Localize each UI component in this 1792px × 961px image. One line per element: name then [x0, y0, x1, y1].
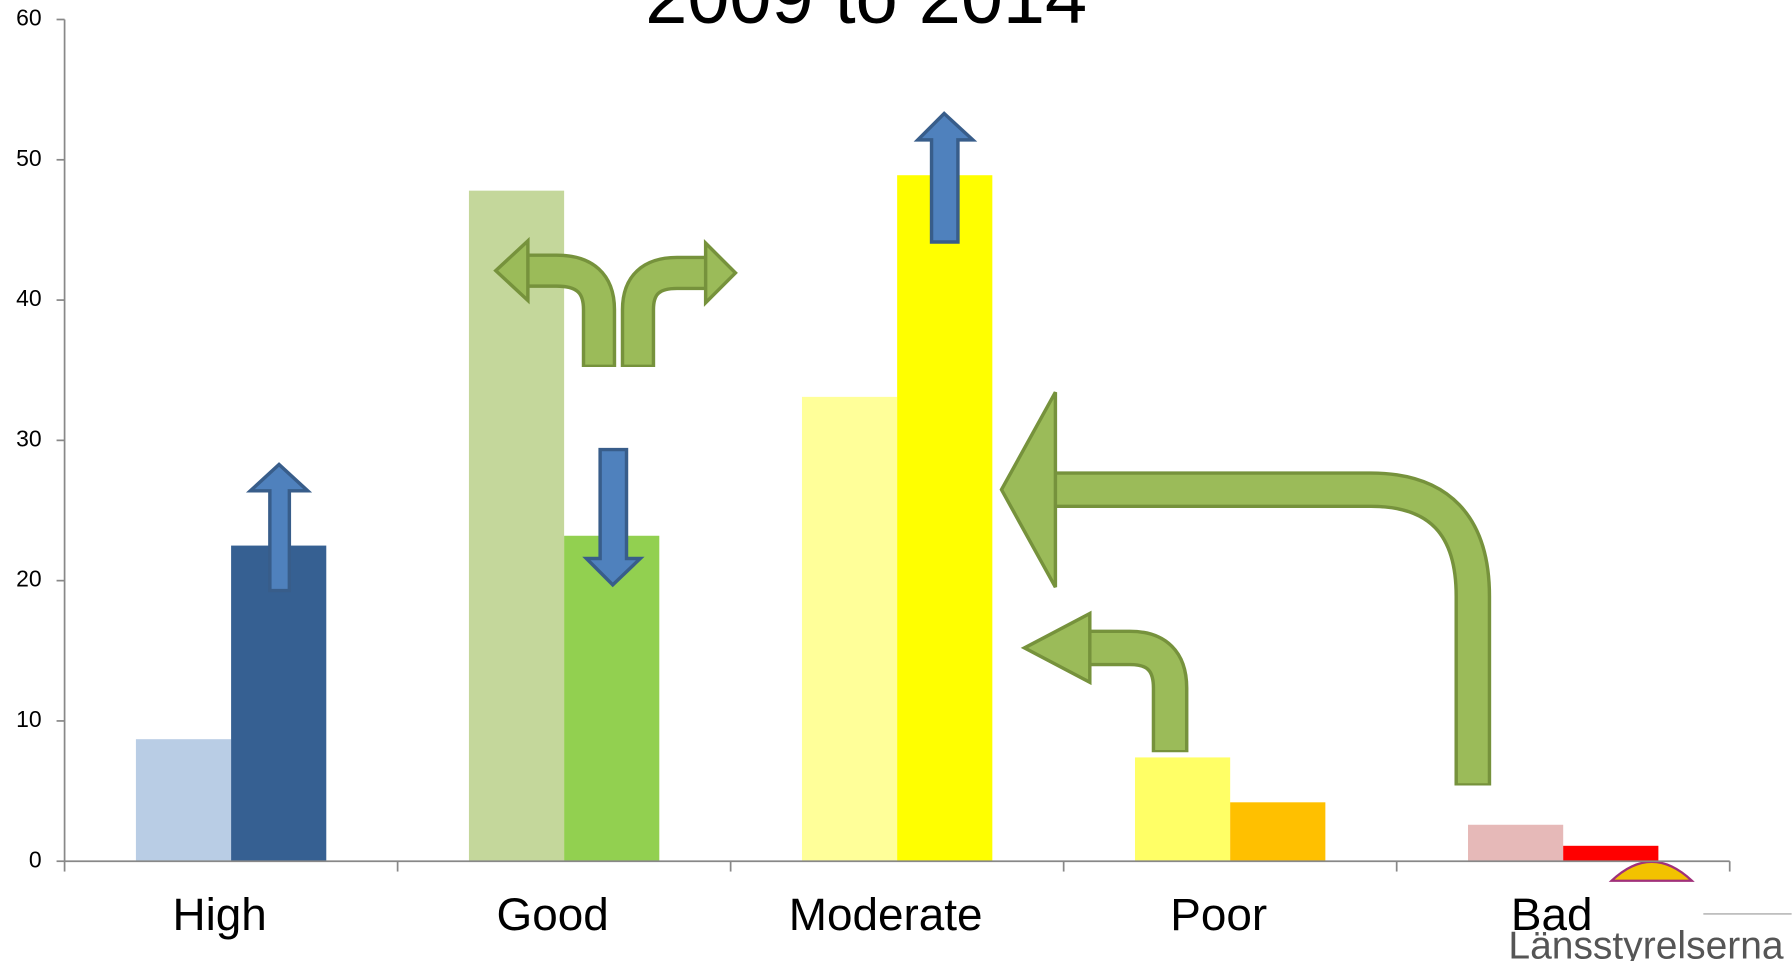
bar [897, 175, 993, 862]
x-tick-label: Moderate [789, 888, 983, 940]
bar [231, 545, 327, 862]
bar [1134, 757, 1231, 862]
y-tick-label: 0 [29, 846, 42, 872]
bar [1468, 824, 1564, 862]
bars [135, 175, 1659, 862]
x-tick-label: Poor [1170, 888, 1267, 940]
y-tick-label: 10 [16, 706, 42, 732]
bar [564, 535, 660, 862]
logo-text: Länsstyrelserna [1508, 925, 1784, 961]
y-tick-label: 30 [16, 425, 42, 451]
x-tick-label: Bad [1511, 888, 1593, 940]
y-tick-label: 20 [16, 566, 42, 592]
y-tick-label: 40 [16, 285, 42, 311]
bar [135, 739, 232, 862]
bar [468, 190, 565, 862]
y-tick-label: 50 [16, 145, 42, 171]
x-tick-label: High [172, 888, 266, 940]
chart-title: 2009 to 2014 [645, 0, 1087, 40]
bar [1230, 802, 1326, 862]
x-tick-label: Good [497, 888, 609, 940]
y-tick-label: 60 [16, 5, 42, 31]
bar [1563, 845, 1659, 862]
bar [801, 396, 898, 862]
arrows [245, 111, 1792, 915]
